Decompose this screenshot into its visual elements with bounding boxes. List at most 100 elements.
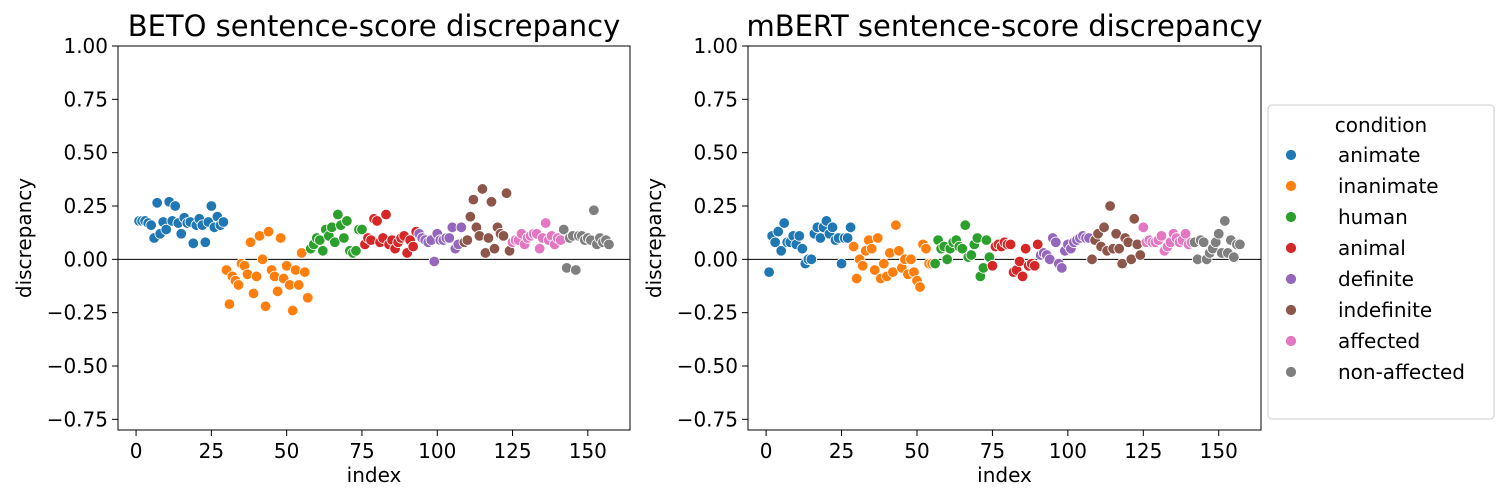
- mbert-point-human: [959, 219, 971, 231]
- beto-point-inanimate: [232, 279, 245, 291]
- beto-point-inanimate: [302, 292, 314, 304]
- mbert-point-indefinite: [1128, 213, 1140, 225]
- mbert-point-indefinite: [1098, 221, 1110, 234]
- beto-point-indefinite: [476, 183, 489, 195]
- mbert-point-non-affected: [1219, 215, 1231, 227]
- beto-point-indefinite: [497, 230, 510, 242]
- beto-series-inanimate: [220, 225, 314, 317]
- beto-point-inanimate: [223, 298, 236, 310]
- beto-point-non-affected: [570, 264, 582, 276]
- mbert-x-tick-label: 100: [1049, 439, 1087, 463]
- mbert-point-human: [929, 257, 941, 270]
- legend-item-inanimate: inanimate: [1285, 174, 1439, 198]
- mbert-point-inanimate: [893, 245, 905, 257]
- beto-y-tick-label: 1.00: [63, 34, 108, 58]
- mbert-panel: mBERT sentence-score discrepancy 0 25 50 75 1…: [642, 9, 1263, 487]
- beto-point-animal: [380, 208, 392, 221]
- mbert-y-tick-label: 0.50: [693, 141, 738, 165]
- legend-label-animate: animate: [1338, 143, 1420, 167]
- mbert-x-tick-label: 75: [980, 439, 1005, 463]
- beto-y-axis-label: discrepancy: [12, 178, 36, 298]
- beto-point-inanimate: [299, 266, 311, 278]
- mbert-x-tick-label: 25: [829, 439, 854, 463]
- beto-point-inanimate: [244, 236, 257, 248]
- beto-point-inanimate: [247, 287, 260, 300]
- mbert-point-inanimate: [878, 257, 890, 270]
- mbert-y-tick-label: 0.25: [693, 194, 738, 218]
- mbert-point-affected: [1155, 230, 1168, 242]
- beto-point-inanimate: [259, 300, 272, 312]
- mbert-y-tick-label: 0.00: [693, 247, 738, 271]
- mbert-point-human: [965, 249, 978, 261]
- beto-point-human: [341, 215, 353, 227]
- mbert-y-tick-label: 1.00: [693, 34, 738, 58]
- beto-point-definite: [428, 255, 440, 268]
- mbert-point-animate: [763, 266, 775, 278]
- beto-series-non-affected: [558, 204, 615, 276]
- mbert-x-tick-label: 125: [1124, 439, 1162, 463]
- beto-point-indefinite: [482, 232, 495, 244]
- beto-point-affected: [533, 242, 546, 255]
- mbert-point-animate: [805, 253, 818, 266]
- mbert-y-tick-label: −0.75: [677, 407, 738, 431]
- mbert-y-axis-label: discrepancy: [642, 178, 666, 298]
- mbert-series-human: [929, 219, 996, 283]
- mbert-point-animate: [778, 217, 790, 229]
- mbert-series-non-affected: [1188, 215, 1246, 266]
- beto-point-animate: [145, 219, 157, 231]
- beto-point-animate: [205, 200, 218, 212]
- mbert-point-indefinite: [1104, 200, 1116, 212]
- beto-point-definite: [443, 232, 455, 244]
- mbert-y-tick-label: −0.25: [677, 301, 738, 325]
- mbert-point-animate: [796, 242, 809, 255]
- legend-label-non-affected: non-affected: [1338, 360, 1465, 384]
- mbert-series-animal: [986, 236, 1044, 283]
- mbert-point-indefinite: [1113, 242, 1125, 255]
- beto-point-animate: [151, 197, 163, 209]
- legend-item-indefinite: indefinite: [1285, 298, 1432, 322]
- beto-y-tick-label: −0.25: [47, 301, 108, 325]
- beto-x-tick-label: 75: [349, 439, 374, 463]
- mbert-chart-title: mBERT sentence-score discrepancy: [746, 9, 1262, 43]
- beto-point-animate: [217, 216, 230, 228]
- beto-series-definite: [413, 221, 468, 268]
- beto-point-indefinite: [464, 210, 477, 223]
- beto-point-human: [350, 245, 362, 257]
- beto-x-axis-label: index: [347, 463, 402, 487]
- mbert-point-inanimate: [847, 240, 860, 253]
- beto-point-affected: [539, 217, 552, 229]
- beto-point-inanimate: [256, 253, 269, 266]
- beto-x-tick-label: 0: [130, 439, 143, 463]
- mbert-series-definite: [1035, 230, 1095, 274]
- mbert-y-tick-label: −0.50: [677, 354, 738, 378]
- mbert-x-tick-label: 50: [904, 439, 929, 463]
- legend-label-indefinite: indefinite: [1338, 298, 1432, 322]
- legend: condition animate inanimate human animal defi…: [1267, 104, 1495, 420]
- mbert-point-animal: [1031, 238, 1044, 251]
- beto-y-tick-label: 0.00: [63, 247, 108, 271]
- beto-y-tick-label: 0.50: [63, 141, 108, 165]
- beto-point-non-affected: [588, 204, 600, 216]
- legend-marker-inanimate: [1285, 180, 1297, 192]
- beto-point-indefinite: [500, 187, 513, 199]
- beto-point-human: [332, 208, 344, 221]
- beto-point-animal: [371, 215, 383, 227]
- beto-point-definite: [455, 221, 468, 234]
- mbert-point-animate: [841, 232, 854, 244]
- mbert-point-animate: [835, 257, 848, 270]
- beto-point-animate: [175, 228, 187, 240]
- beto-series-animal: [359, 208, 422, 259]
- mbert-y-tick-label: 0.75: [693, 87, 738, 111]
- beto-x-tick-label: 150: [569, 439, 607, 463]
- legend-label-affected: affected: [1338, 329, 1420, 353]
- beto-series-affected: [506, 217, 567, 255]
- beto-chart-title: BETO sentence-score discrepancy: [128, 9, 621, 43]
- legend-box: [1267, 104, 1495, 420]
- mbert-point-definite: [1050, 236, 1062, 248]
- beto-point-inanimate: [286, 304, 299, 317]
- mbert-point-inanimate: [890, 219, 902, 231]
- beto-point-animate: [187, 237, 199, 250]
- mbert-series-animate: [763, 215, 857, 278]
- mbert-point-inanimate: [856, 260, 869, 272]
- mbert-point-animal: [1028, 260, 1041, 272]
